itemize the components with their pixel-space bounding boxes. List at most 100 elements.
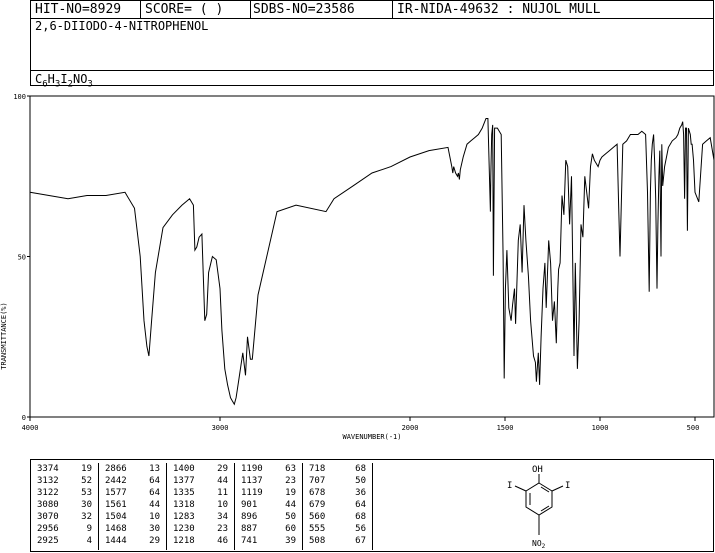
- peak-wavenumber: 3374: [37, 464, 59, 474]
- peak-wavenumber: 3122: [37, 488, 59, 498]
- x-tick-label: 500: [687, 424, 700, 432]
- peak-row: 2956 9: [31, 523, 98, 535]
- peak-row: 1218 46: [167, 535, 234, 547]
- peak-transmittance: 50: [355, 476, 366, 486]
- peak-transmittance: 23: [285, 476, 296, 486]
- y-tick-label: 100: [13, 93, 26, 101]
- peak-row: 1230 23: [167, 523, 234, 535]
- peak-row: 741 39: [235, 535, 302, 547]
- molecular-formula: C6H3I2NO3: [35, 72, 93, 90]
- peak-transmittance: 63: [285, 464, 296, 474]
- peak-wavenumber: 555: [309, 524, 326, 534]
- peak-row: 1283 34: [167, 511, 234, 523]
- peak-row: 3132 52: [31, 475, 98, 487]
- peak-row: 3080 30: [31, 499, 98, 511]
- peak-transmittance: 19: [285, 488, 296, 498]
- spectrum-line: [29, 118, 715, 406]
- peak-transmittance: 64: [149, 476, 160, 486]
- iodine-right-label: I: [565, 481, 570, 491]
- peak-wavenumber: 1318: [173, 500, 195, 510]
- peak-wavenumber: 1504: [105, 512, 127, 522]
- spectrum-header: HIT-NO=8929 SCORE= ( ) SDBS-NO=23586 IR-…: [30, 0, 714, 90]
- peak-wavenumber: 1444: [105, 536, 127, 546]
- structure-diagram: OH I I NO2: [507, 465, 570, 550]
- peak-row: 3374 19: [31, 463, 98, 475]
- peak-transmittance: 34: [217, 512, 228, 522]
- benzene-ring: [514, 474, 564, 535]
- peak-row: 1335 11: [167, 487, 234, 499]
- peak-transmittance: 30: [81, 500, 92, 510]
- plot-frame: [29, 95, 715, 418]
- peak-transmittance: 30: [149, 524, 160, 534]
- peak-column: 2866 13 2442 64 1577 64 1561 44 1504 10 1468 30 1444…: [99, 463, 167, 550]
- compound-name: 2,6-DIIODO-4-NITROPHENOL: [35, 19, 209, 33]
- x-tick-label: 3000: [212, 424, 229, 432]
- peak-wavenumber: 901: [241, 500, 258, 510]
- peak-row: 679 64: [303, 499, 372, 511]
- peak-row: 508 67: [303, 535, 372, 547]
- header-row: HIT-NO=8929 SCORE= ( ) SDBS-NO=23586 IR-…: [31, 1, 713, 19]
- peak-transmittance: 53: [81, 488, 92, 498]
- peak-row: 2866 13: [99, 463, 166, 475]
- iodine-left-label: I: [507, 481, 512, 491]
- y-tick-label: 0: [22, 414, 26, 422]
- peak-transmittance: 39: [285, 536, 296, 546]
- peak-row: 1504 10: [99, 511, 166, 523]
- peak-row: 1190 63: [235, 463, 302, 475]
- peak-wavenumber: 707: [309, 476, 326, 486]
- peak-transmittance: 60: [285, 524, 296, 534]
- peak-transmittance: 11: [217, 488, 228, 498]
- peak-row: 1318 10: [167, 499, 234, 511]
- peak-row: 555 56: [303, 523, 372, 535]
- peak-transmittance: 68: [355, 512, 366, 522]
- sdbs-number: SDBS-NO=23586: [251, 1, 393, 18]
- peak-transmittance: 29: [149, 536, 160, 546]
- peak-row: 1561 44: [99, 499, 166, 511]
- peak-row: 718 68: [303, 463, 372, 475]
- peak-wavenumber: 718: [309, 464, 326, 474]
- peak-row: 707 50: [303, 475, 372, 487]
- peak-row: 887 60: [235, 523, 302, 535]
- formula-box: C6H3I2NO3: [31, 70, 713, 90]
- ir-spectrum-chart: 4000 3000 2000 1500 1000 500 0 50 100 WAVENUMBER…: [0, 93, 715, 441]
- score: SCORE= ( ): [141, 1, 251, 18]
- peak-row: 2925 4: [31, 535, 98, 547]
- peak-wavenumber: 2442: [105, 476, 127, 486]
- peak-wavenumber: 1335: [173, 488, 195, 498]
- peak-wavenumber: 1190: [241, 464, 263, 474]
- peak-column: 1190 63 1137 23 1119 19 901 44 896 50 887 60 741 39: [235, 463, 303, 550]
- peak-row: 896 50: [235, 511, 302, 523]
- peak-transmittance: 44: [149, 500, 160, 510]
- peak-wavenumber: 1218: [173, 536, 195, 546]
- peak-transmittance: 29: [217, 464, 228, 474]
- hydroxyl-label: OH: [532, 465, 543, 475]
- peak-row: 1137 23: [235, 475, 302, 487]
- peak-wavenumber: 1377: [173, 476, 195, 486]
- peak-wavenumber: 1577: [105, 488, 127, 498]
- x-tick-label: 1000: [592, 424, 609, 432]
- peak-row: 3070 32: [31, 511, 98, 523]
- peak-wavenumber: 1137: [241, 476, 263, 486]
- peak-transmittance: 64: [355, 500, 366, 510]
- peak-row: 560 68: [303, 511, 372, 523]
- peak-transmittance: 56: [355, 524, 366, 534]
- peak-row: 1444 29: [99, 535, 166, 547]
- peak-column: 718 68 707 50 678 36 679 64 560 68 555 56 508 67: [303, 463, 373, 550]
- peak-transmittance: 44: [217, 476, 228, 486]
- peak-wavenumber: 1119: [241, 488, 263, 498]
- hit-number: HIT-NO=8929: [31, 1, 141, 18]
- peak-transmittance: 32: [81, 512, 92, 522]
- x-axis-label: WAVENUMBER(-1): [342, 433, 401, 441]
- peak-transmittance: 50: [285, 512, 296, 522]
- peak-transmittance: 10: [217, 500, 228, 510]
- peak-wavenumber: 896: [241, 512, 258, 522]
- peak-wavenumber: 887: [241, 524, 258, 534]
- peak-wavenumber: 2866: [105, 464, 127, 474]
- peak-row: 901 44: [235, 499, 302, 511]
- peak-transmittance: 44: [285, 500, 296, 510]
- peak-table: 3374 19 3132 52 3122 53 3080 30 3070 32 2956 9 2925 4…: [30, 459, 714, 552]
- y-tick-label: 50: [18, 254, 26, 262]
- x-tick-label: 4000: [22, 424, 39, 432]
- y-axis-label: TRANSMITTANCE(%): [0, 302, 8, 369]
- peak-column: 1400 29 1377 44 1335 11 1318 10 1283 34 1230 23 1218…: [167, 463, 235, 550]
